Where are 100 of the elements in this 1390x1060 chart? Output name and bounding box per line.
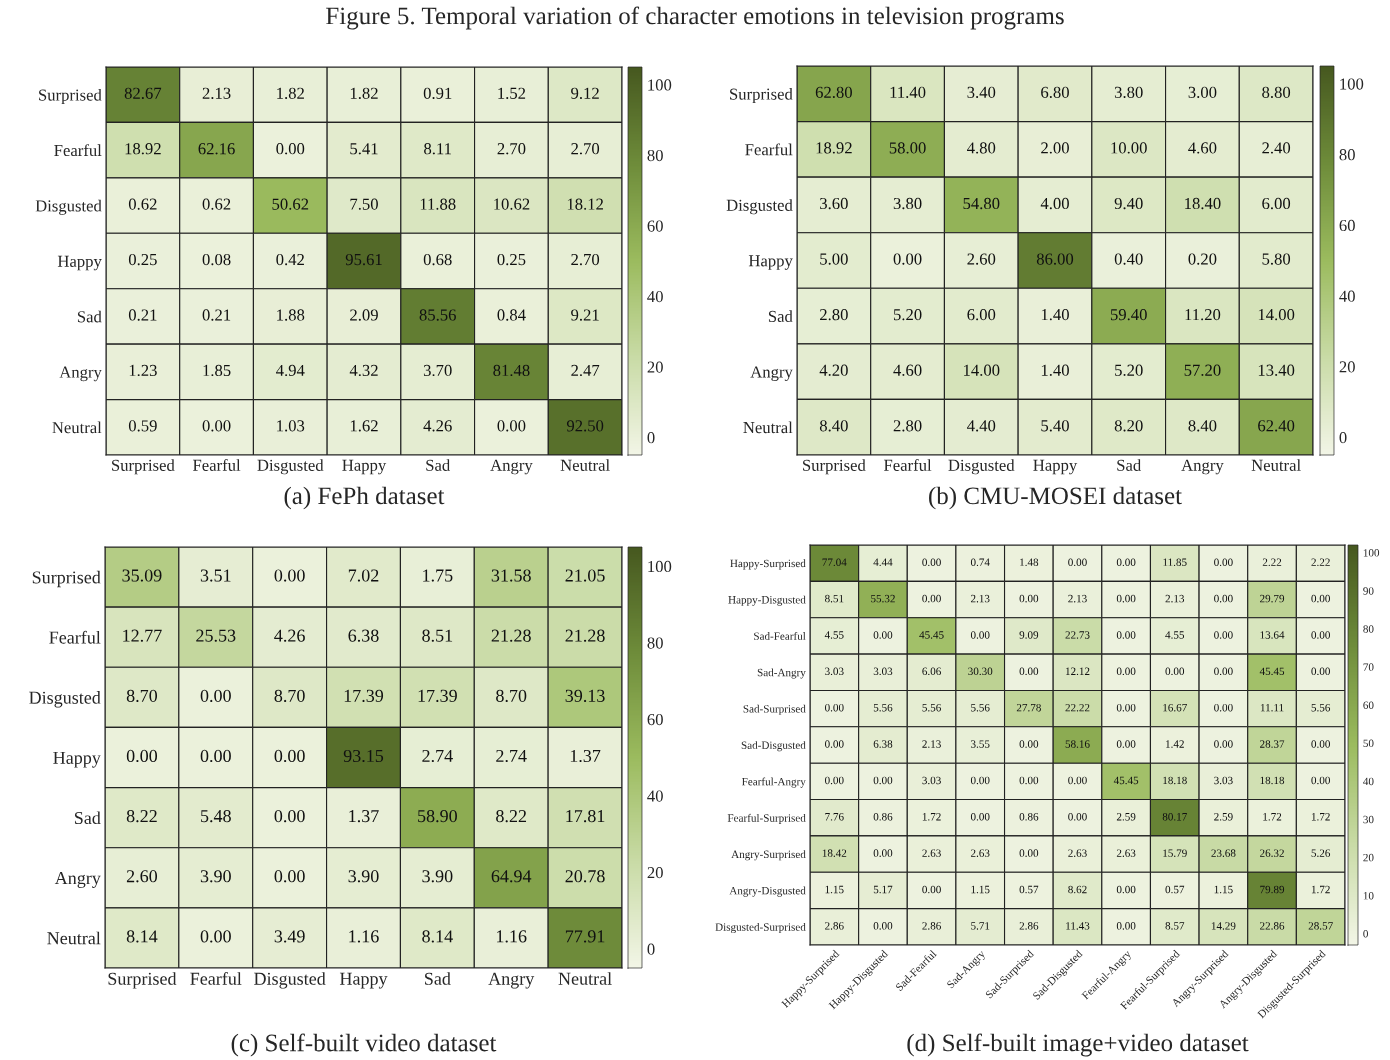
data-label: 0.00 (1311, 667, 1330, 676)
data-label: 0.00 (274, 809, 305, 823)
y-tick-label: Neutral (743, 421, 793, 434)
data-label: 0.00 (970, 631, 990, 639)
data-label: 6.38 (873, 740, 893, 748)
data-label: 3.80 (1114, 86, 1143, 99)
data-label: 5.20 (1115, 364, 1143, 376)
data-label: 0.21 (128, 309, 157, 321)
data-label: 0.20 (1188, 253, 1217, 265)
data-label: 6.00 (967, 309, 996, 321)
data-label: 0.00 (1311, 594, 1330, 603)
data-label: 82.67 (124, 87, 162, 99)
data-label: 0.00 (1214, 740, 1233, 748)
data-label: 3.49 (274, 930, 305, 943)
data-label: 1.72 (1311, 885, 1330, 894)
data-label: 18.12 (567, 198, 603, 210)
data-label: 0.00 (922, 594, 941, 603)
data-label: 2.40 (1262, 142, 1291, 154)
color-bar-label: 0 (647, 943, 655, 955)
data-label: 5.17 (873, 885, 893, 894)
data-label: 1.72 (1263, 813, 1282, 821)
data-label: 0.00 (200, 749, 231, 763)
data-label: 2.74 (496, 749, 527, 763)
data-label: 0.00 (1116, 631, 1136, 639)
x-tick-label: Disgusted (254, 972, 326, 989)
data-label: 14.00 (964, 364, 1000, 376)
data-label: 27.78 (1016, 703, 1041, 712)
data-label: 18.40 (1185, 197, 1221, 210)
data-label: 4.40 (967, 420, 996, 432)
y-tick-label: Angry-Disgusted (729, 886, 806, 897)
data-label: 0.00 (1116, 703, 1136, 712)
y-tick-label: Sad-Disgusted (741, 741, 806, 752)
data-label: 2.59 (1214, 813, 1233, 821)
data-label: 45.45 (919, 631, 944, 639)
data-label: 8.11 (424, 143, 451, 155)
data-label: 1.23 (129, 364, 157, 377)
color-bar-label: 80 (1339, 149, 1355, 161)
data-label: 1.37 (570, 749, 601, 763)
data-label: 2.13 (922, 740, 941, 748)
data-label: 2.22 (1262, 558, 1282, 567)
data-label: 1.85 (203, 364, 231, 377)
color-bar-label: 60 (1363, 701, 1374, 709)
data-label: 77.04 (822, 558, 847, 567)
color-bar-label: 90 (1363, 587, 1374, 595)
color-bar-label: 20 (1363, 853, 1374, 862)
data-label: 17.81 (566, 809, 605, 823)
data-label: 1.52 (498, 87, 526, 99)
data-label: 7.76 (825, 813, 844, 821)
data-label: 54.80 (963, 197, 1000, 210)
data-label: 0.00 (200, 689, 231, 702)
data-label: 8.20 (1114, 420, 1143, 432)
data-label: 8.51 (825, 594, 844, 603)
data-label: 0.00 (200, 930, 231, 943)
data-label: 0.00 (1214, 703, 1233, 712)
data-label: 11.43 (1066, 922, 1090, 930)
data-label: 4.94 (276, 364, 305, 377)
data-label: 77.91 (565, 930, 605, 943)
data-label: 18.92 (816, 142, 852, 154)
color-bar-label: 60 (647, 220, 663, 232)
data-label: 18.92 (125, 143, 161, 155)
data-label: 8.70 (274, 689, 305, 702)
data-label: 0.00 (1311, 740, 1330, 748)
color-bar-label: 80 (1363, 625, 1374, 633)
x-tick-label: Sad (426, 459, 451, 471)
data-label: 26.32 (1260, 849, 1284, 857)
color-bar-label: 80 (647, 637, 663, 649)
x-tick-label: Happy (339, 972, 388, 989)
data-label: 0.00 (1311, 631, 1330, 639)
data-label: 0.00 (873, 922, 893, 930)
data-label: 18.42 (822, 849, 847, 857)
data-label: 28.37 (1260, 740, 1285, 748)
data-label: 11.11 (1260, 703, 1284, 712)
data-label: 8.62 (1068, 885, 1087, 894)
data-label: 62.80 (815, 86, 852, 99)
data-label: 10.00 (1111, 142, 1147, 154)
data-label: 7.02 (348, 569, 379, 582)
data-label: 5.56 (971, 703, 990, 712)
data-label: 1.75 (423, 569, 453, 582)
x-tick-label: Fearful (192, 459, 241, 471)
data-label: 18.18 (1163, 776, 1187, 785)
y-tick-label: Neutral (52, 421, 102, 434)
data-label: 0.00 (1116, 922, 1136, 930)
data-label: 58.00 (889, 142, 926, 154)
data-label: 8.40 (819, 420, 848, 432)
x-tick-label: Fearful (190, 971, 242, 985)
data-label: 1.82 (350, 87, 378, 99)
data-label: 0.00 (1311, 776, 1330, 785)
data-label: 0.00 (970, 813, 990, 821)
color-bar-label: 100 (648, 79, 672, 91)
data-label: 1.15 (971, 885, 990, 894)
data-label: 20.78 (565, 870, 605, 883)
data-label: 0.21 (202, 309, 231, 321)
data-label: 8.51 (422, 629, 453, 642)
data-label: 86.00 (1036, 253, 1074, 265)
data-label: 3.90 (422, 870, 453, 883)
data-label: 0.00 (1116, 558, 1136, 567)
y-tick-label: Angry (750, 366, 793, 381)
data-label: 59.40 (1110, 309, 1147, 321)
y-tick-label: Neutral (47, 931, 101, 945)
data-label: 14.29 (1211, 922, 1236, 930)
